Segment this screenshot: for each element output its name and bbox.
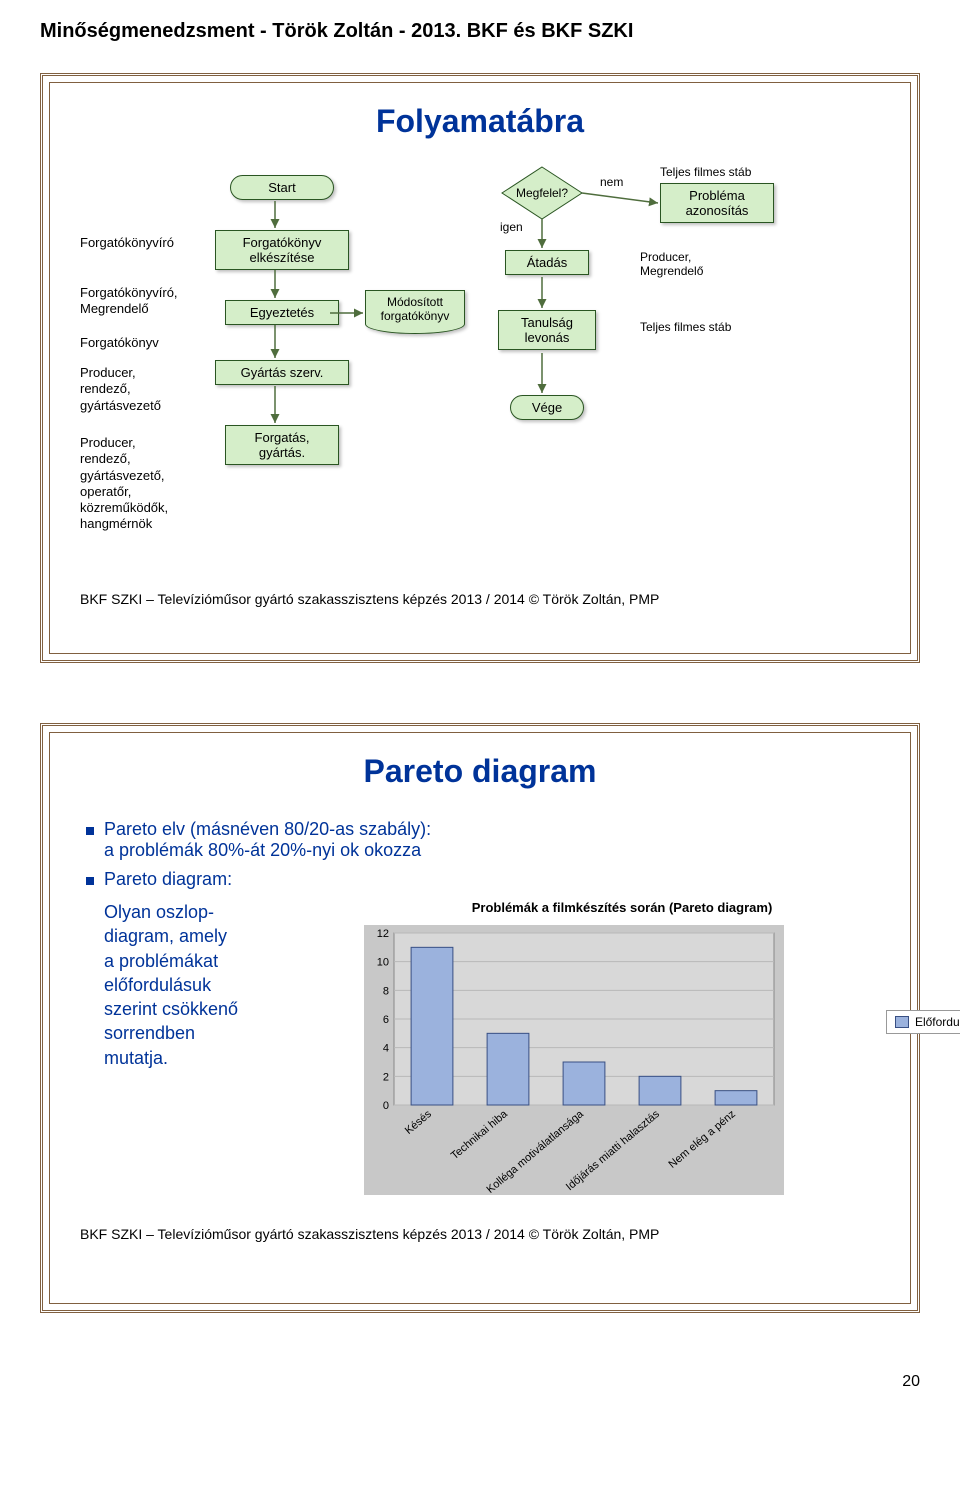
role-label: Producer, rendező, gyártásvezető, operat… xyxy=(80,435,168,533)
svg-text:2: 2 xyxy=(383,1071,389,1083)
label-igen: igen xyxy=(500,220,523,234)
role-label: Forgatókönyv xyxy=(80,335,159,351)
flow-box-atadas: Átadás xyxy=(505,250,589,275)
flow-doc-modositott: Módosított forgatókönyv xyxy=(365,290,465,334)
role-label: Forgatókönyvíró, Megrendelő xyxy=(80,285,178,318)
flow-box-forgatas: Forgatás, gyártás. xyxy=(225,425,339,465)
bullet-icon xyxy=(86,877,94,885)
flow-start: Start xyxy=(230,175,334,200)
svg-text:10: 10 xyxy=(377,957,389,969)
svg-text:12: 12 xyxy=(377,928,389,940)
role-label: Forgatókönyvíró xyxy=(80,235,174,251)
slide-footer: BKF SZKI – Televízióműsor gyártó szakass… xyxy=(80,1220,880,1244)
chart-legend: Előfordulás xyxy=(886,1010,960,1034)
flowchart-area: Forgatókönyvíró Forgatókönyvíró, Megrend… xyxy=(80,165,880,585)
label-teljes-stab: Teljes filmes stáb xyxy=(660,165,751,179)
svg-text:8: 8 xyxy=(383,985,389,997)
decision-text: Megfelel? xyxy=(516,186,568,200)
pareto-svg: 024681012KésésTechnikai hibaKolléga moti… xyxy=(364,925,784,1195)
flow-box-egyeztetes: Egyeztetés xyxy=(225,300,339,325)
flow-box-tanulsag: Tanulság levonás xyxy=(498,310,596,350)
flow-decision-megfelel: Megfelel? xyxy=(500,165,584,221)
page-header: Minőségmenedzsment - Török Zoltán - 2013… xyxy=(40,20,920,43)
flow-end: Vége xyxy=(510,395,584,420)
chart-title: Problémák a filmkészítés során (Pareto d… xyxy=(364,900,880,915)
bullet-text: Pareto elv (másnéven 80/20-as szabály): xyxy=(104,819,431,839)
label-nem: nem xyxy=(600,175,623,189)
slide-frame-2: Pareto diagram Pareto elv (másnéven 80/2… xyxy=(40,723,920,1313)
bullet-subtext: a problémák 80%-át 20%-nyi ok okozza xyxy=(104,840,421,860)
bullet-item: Pareto diagram: xyxy=(80,869,880,890)
slide-footer: BKF SZKI – Televízióműsor gyártó szakass… xyxy=(80,585,880,609)
bullet-icon xyxy=(86,827,94,835)
flow-box-problema: Probléma azonosítás xyxy=(660,183,774,223)
slide1-title: Folyamatábra xyxy=(80,103,880,140)
legend-swatch xyxy=(895,1016,909,1028)
pareto-desc: Olyan oszlop- diagram, amely a problémák… xyxy=(80,900,364,1200)
legend-label: Előfordulás xyxy=(915,1015,960,1029)
label-teljes-stab-2: Teljes filmes stáb xyxy=(640,320,731,334)
slide-frame-1: Folyamatábra Forgatókönyvíró Forgatóköny… xyxy=(40,73,920,663)
bullet-text: Pareto diagram: xyxy=(104,869,232,890)
svg-text:0: 0 xyxy=(383,1100,389,1112)
svg-text:6: 6 xyxy=(383,1014,389,1026)
flow-box-elkeszites: Forgatókönyv elkészítése xyxy=(215,230,349,270)
role-label: Producer, rendező, gyártásvezető xyxy=(80,365,161,414)
svg-text:4: 4 xyxy=(383,1043,389,1055)
slide2-title: Pareto diagram xyxy=(80,753,880,790)
pareto-chart: Problémák a filmkészítés során (Pareto d… xyxy=(364,900,880,1200)
bullet-item: Pareto elv (másnéven 80/20-as szabály): … xyxy=(80,819,880,861)
flow-box-gyartas-szerv: Gyártás szerv. xyxy=(215,360,349,385)
label-producer-meg: Producer, Megrendelő xyxy=(640,250,703,278)
page-number: 20 xyxy=(40,1373,920,1391)
